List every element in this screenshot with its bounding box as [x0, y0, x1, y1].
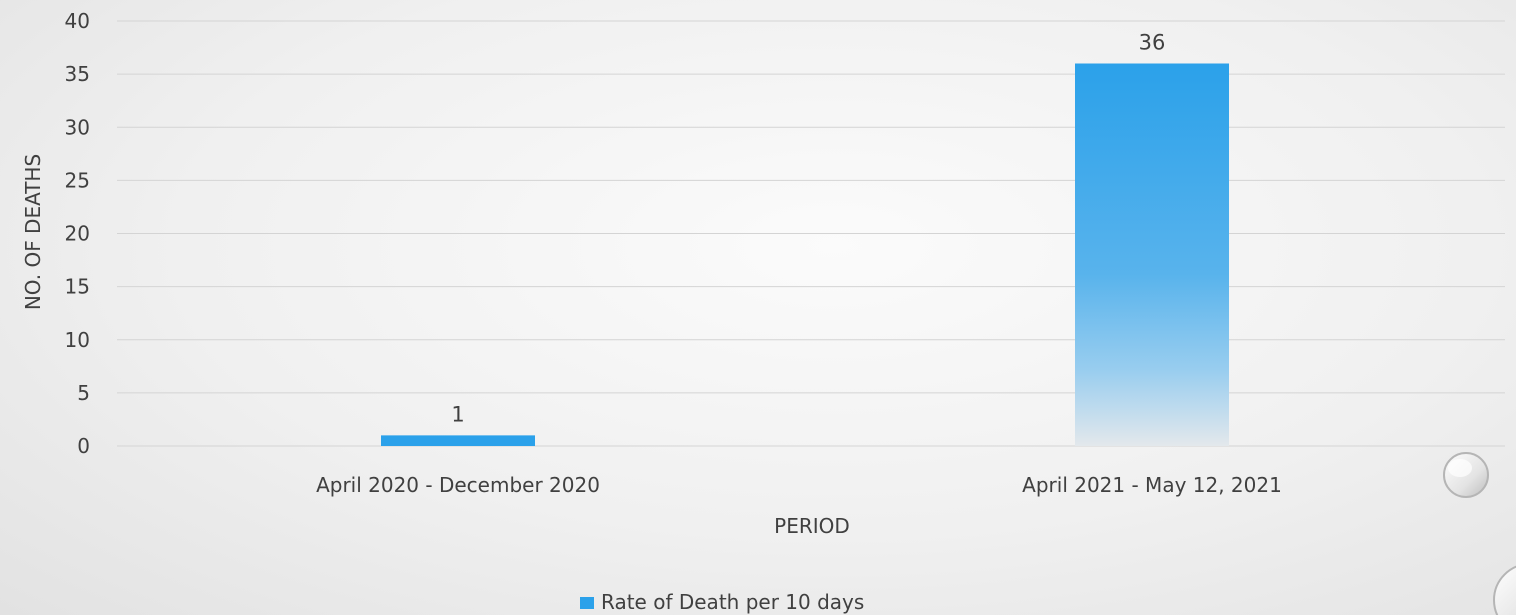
data-labels: 1 36: [451, 31, 1165, 427]
y-axis-ticks: 0 5 10 15 20 25 30 35 40: [65, 9, 90, 458]
y-tick-label: 15: [65, 275, 90, 299]
legend-label: Rate of Death per 10 days: [601, 590, 864, 614]
bar-2: [1075, 63, 1229, 446]
x-tick-label: April 2021 - May 12, 2021: [1022, 473, 1282, 497]
y-axis-title: NO. OF DEATHS: [21, 154, 45, 310]
decorative-orb-corner-icon: [1493, 565, 1516, 615]
y-tick-label: 20: [65, 222, 90, 246]
data-label-2: 36: [1139, 31, 1166, 55]
y-tick-label: 0: [77, 434, 90, 458]
bars: [381, 63, 1229, 446]
legend: Rate of Death per 10 days: [580, 590, 864, 614]
data-label-1: 1: [451, 402, 464, 426]
y-tick-label: 35: [65, 62, 90, 86]
gridlines: [117, 20, 1505, 447]
decorative-orb-icon: [1443, 452, 1489, 498]
bar-1: [381, 435, 535, 446]
y-tick-label: 25: [65, 168, 90, 192]
y-tick-label: 30: [65, 115, 90, 139]
y-tick-label: 10: [65, 328, 90, 352]
x-tick-label: April 2020 - December 2020: [316, 473, 600, 497]
x-axis-ticks: April 2020 - December 2020 April 2021 - M…: [316, 473, 1282, 497]
y-tick-label: 40: [65, 9, 90, 33]
legend-swatch: [580, 597, 594, 609]
y-tick-label: 5: [77, 381, 90, 405]
x-axis-title: PERIOD: [774, 514, 850, 538]
